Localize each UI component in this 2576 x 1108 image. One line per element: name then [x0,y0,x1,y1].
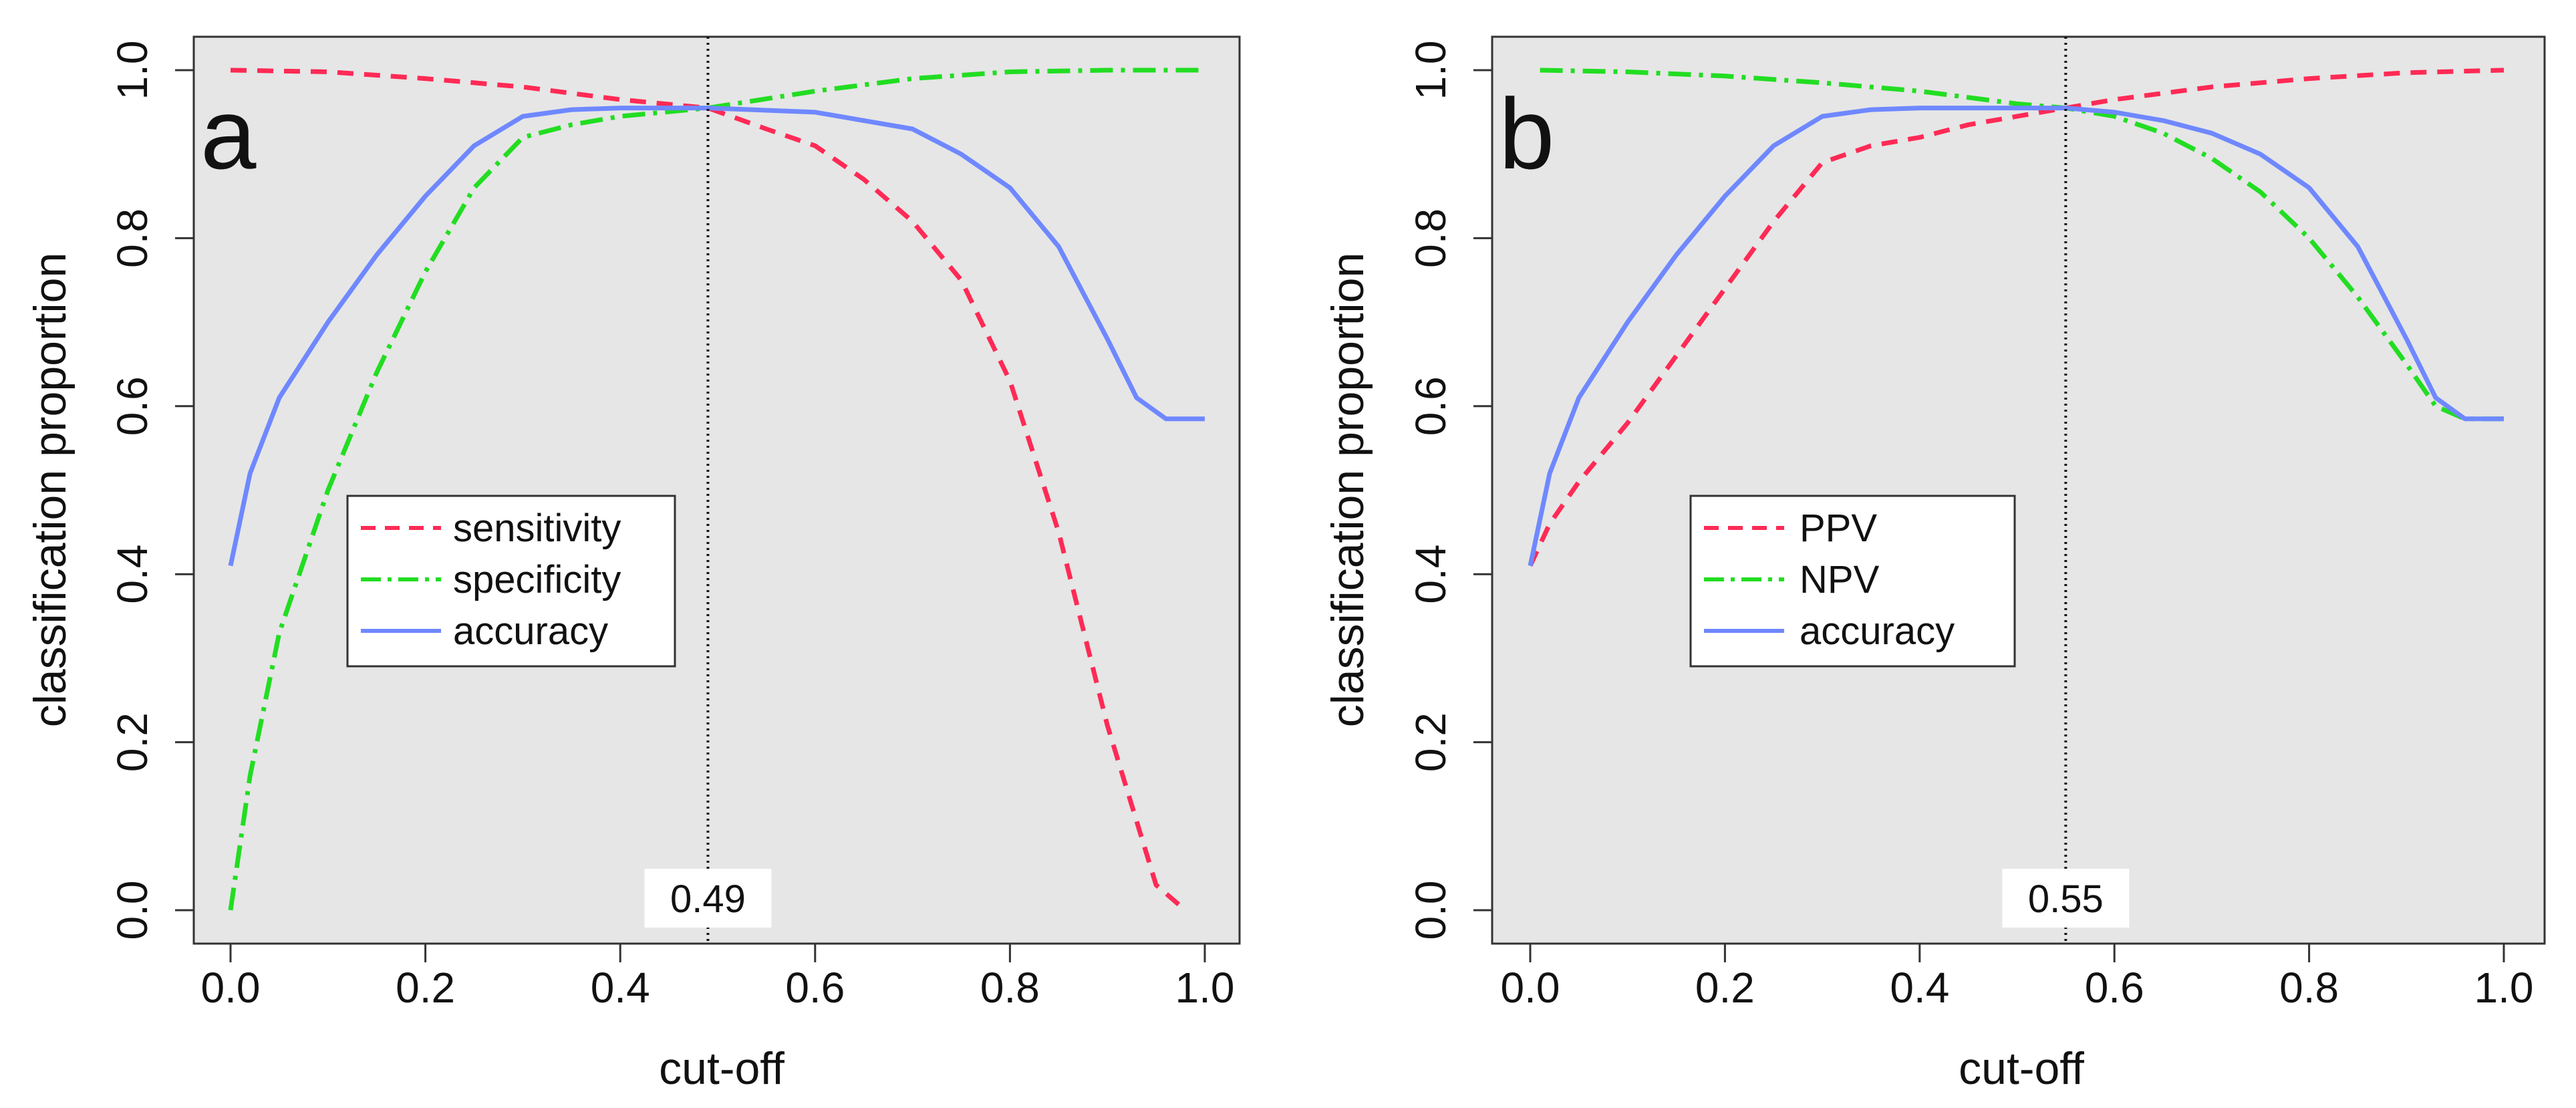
series-line-ppv-b [1528,67,2505,567]
x-tick-label-b-0: 0.0 [1501,964,1560,1012]
y-tick-label-a-0: 0.0 [108,881,156,940]
y-axis-title-b: classification proportion [1322,253,1373,728]
x-tick-label-b-1: 0.2 [1695,964,1755,1012]
y-tick-label-b-4: 0.8 [1407,209,1455,268]
x-tick-label-b-2: 0.4 [1890,964,1949,1012]
legend-label-sensitivity: sensitivity [453,507,621,550]
y-tick-label-b-1: 0.2 [1407,712,1455,772]
y-tick-label-b-5: 1.0 [1407,41,1455,100]
x-tick-label-a-5: 1.0 [1175,964,1235,1012]
y-axis-b: 0.0 0.2 0.4 0.6 0.8 1.0 [1407,41,1492,940]
legend-label-npv: NPV [1800,558,1880,601]
x-tick-label-b-5: 1.0 [2474,964,2534,1012]
x-axis-title-b: cut-off [1959,1043,2084,1094]
x-tick-label-a-4: 0.8 [980,964,1040,1012]
x-tick-label-a-3: 0.6 [785,964,845,1012]
legend-label-ppv: PPV [1800,507,1877,550]
cutoff-label-box-b [2002,869,2130,928]
legend-label-accuracy: accuracy [453,609,608,653]
y-axis-a: 0.0 0.2 0.4 0.6 0.8 1.0 [108,41,194,940]
y-tick-label-a-4: 0.8 [108,209,156,268]
y-tick-label-a-1: 0.2 [108,712,156,772]
x-tick-label-a-2: 0.4 [591,964,650,1012]
cutoff-label-b: 0.55 [2028,877,2104,921]
x-tick-label-a-1: 0.2 [396,964,455,1012]
cutoff-label-a: 0.49 [670,877,746,921]
x-axis-title-a: cut-off [659,1043,784,1094]
series-layer-a [228,67,1205,912]
x-tick-label-b-4: 0.8 [2279,964,2339,1012]
panel-letter-b: b [1499,78,1554,190]
cutoff-label-box-a [644,869,772,928]
x-axis-b: 0.0 0.2 0.4 0.6 0.8 1.0 [1501,944,2534,1012]
legend-label-accuracy-b: accuracy [1800,609,1955,653]
panel-letter-a: a [200,78,257,190]
x-tick-label-a-0: 0.0 [201,964,261,1012]
series-layer-b [1528,67,2505,567]
series-line-accuracy-a [228,106,1205,567]
y-axis-title-a: classification proportion [25,253,76,728]
panel-a: 0.0 0.2 0.4 0.6 0.8 1.0 0.0 0.2 0.4 0.6 0.8 1.0 0.… [25,35,1241,1094]
legend-box-a [346,495,676,668]
y-tick-label-b-3: 0.6 [1407,376,1455,436]
y-tick-label-b-2: 0.4 [1407,545,1455,604]
plot-background-b [1491,35,2546,945]
x-axis-a: 0.0 0.2 0.4 0.6 0.8 1.0 [201,944,1235,1012]
series-line-npv-b [1540,67,2504,422]
legend-label-specificity: specificity [453,558,621,601]
plot-background-a [192,35,1241,945]
y-tick-label-a-2: 0.4 [108,545,156,604]
series-line-accuracy-b [1528,106,2504,567]
y-tick-label-b-0: 0.0 [1407,881,1455,940]
panel-b: 0.0 0.2 0.4 0.6 0.8 1.0 0.0 0.2 0.4 0.6 0.8 1.0 0.… [1322,35,2546,1094]
y-tick-label-a-3: 0.6 [108,376,156,436]
series-line-sensitivity-a [230,67,1187,912]
legend-a: sensitivity specificity accuracy [346,495,676,668]
y-tick-label-a-5: 1.0 [108,41,156,100]
x-tick-label-b-3: 0.6 [2085,964,2144,1012]
legend-b: PPV NPV accuracy [1689,495,2016,668]
series-line-specificity-a [228,67,1205,911]
